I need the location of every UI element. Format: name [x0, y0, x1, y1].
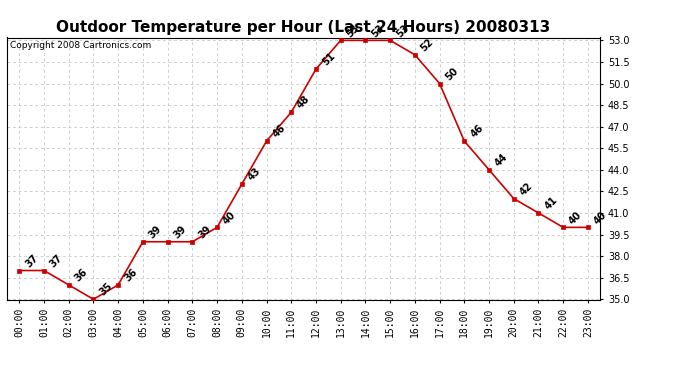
Title: Outdoor Temperature per Hour (Last 24 Hours) 20080313: Outdoor Temperature per Hour (Last 24 Ho… [57, 20, 551, 35]
Text: 40: 40 [592, 209, 609, 226]
Text: 51: 51 [320, 51, 337, 68]
Text: 53: 53 [370, 22, 386, 39]
Text: 44: 44 [493, 152, 510, 168]
Text: 40: 40 [221, 209, 238, 226]
Text: 35: 35 [97, 281, 115, 298]
Text: 52: 52 [419, 37, 435, 53]
Text: Copyright 2008 Cartronics.com: Copyright 2008 Cartronics.com [10, 42, 151, 51]
Text: 43: 43 [246, 166, 263, 183]
Text: 46: 46 [270, 123, 287, 140]
Text: 46: 46 [469, 123, 485, 140]
Text: 37: 37 [23, 252, 40, 269]
Text: 48: 48 [295, 94, 312, 111]
Text: 40: 40 [567, 209, 584, 226]
Text: 50: 50 [444, 66, 460, 82]
Text: 39: 39 [147, 224, 164, 240]
Text: 53: 53 [345, 22, 362, 39]
Text: 36: 36 [73, 267, 90, 284]
Text: 53: 53 [394, 22, 411, 39]
Text: 36: 36 [122, 267, 139, 284]
Text: 41: 41 [542, 195, 560, 211]
Text: 39: 39 [172, 224, 188, 240]
Text: 37: 37 [48, 252, 65, 269]
Text: 39: 39 [197, 224, 213, 240]
Text: 42: 42 [518, 181, 535, 197]
